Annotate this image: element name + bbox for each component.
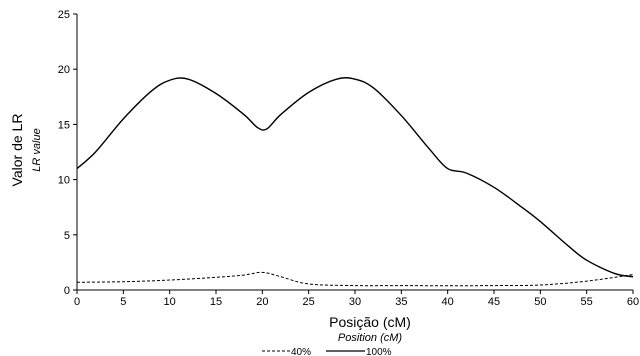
y-tick-label: 25 [58,9,70,21]
x-tick-label: 30 [349,296,361,308]
y-axis: 0 5 10 15 20 25 [58,9,78,297]
x-tick-label: 25 [303,296,315,308]
x-axis-title: Posição (cM) [329,314,411,330]
x-tick-label: 50 [534,296,546,308]
series-line-40pct [76,271,634,287]
x-tick-label: 55 [581,296,593,308]
y-axis-title: Valor de LR [9,114,25,187]
series-line-100pct [76,77,634,278]
legend: 40% 100% [262,347,392,356]
y-axis-subtitle: LR value [31,128,43,171]
y-tick-label: 15 [58,119,70,131]
legend-label-40: 40% [291,347,311,356]
y-tick-label: 5 [64,230,70,242]
series-layer [76,77,634,287]
x-tick-label: 15 [210,296,222,308]
x-tick-label: 5 [120,296,126,308]
y-tick-label: 20 [58,64,70,76]
x-tick-label: 40 [442,296,454,308]
y-tick-label: 0 [64,285,70,297]
x-tick-label: 35 [395,296,407,308]
x-tick-label: 0 [74,296,80,308]
x-axis: 0 5 10 15 20 25 30 35 40 45 50 55 60 [74,289,639,308]
y-tick-label: 10 [58,175,70,187]
x-tick-label: 10 [164,296,176,308]
legend-label-100: 100% [366,347,392,356]
x-tick-label: 45 [488,296,500,308]
x-axis-subtitle: Position (cM) [338,332,403,344]
x-tick-label: 20 [256,296,268,308]
x-tick-label: 60 [627,296,639,308]
